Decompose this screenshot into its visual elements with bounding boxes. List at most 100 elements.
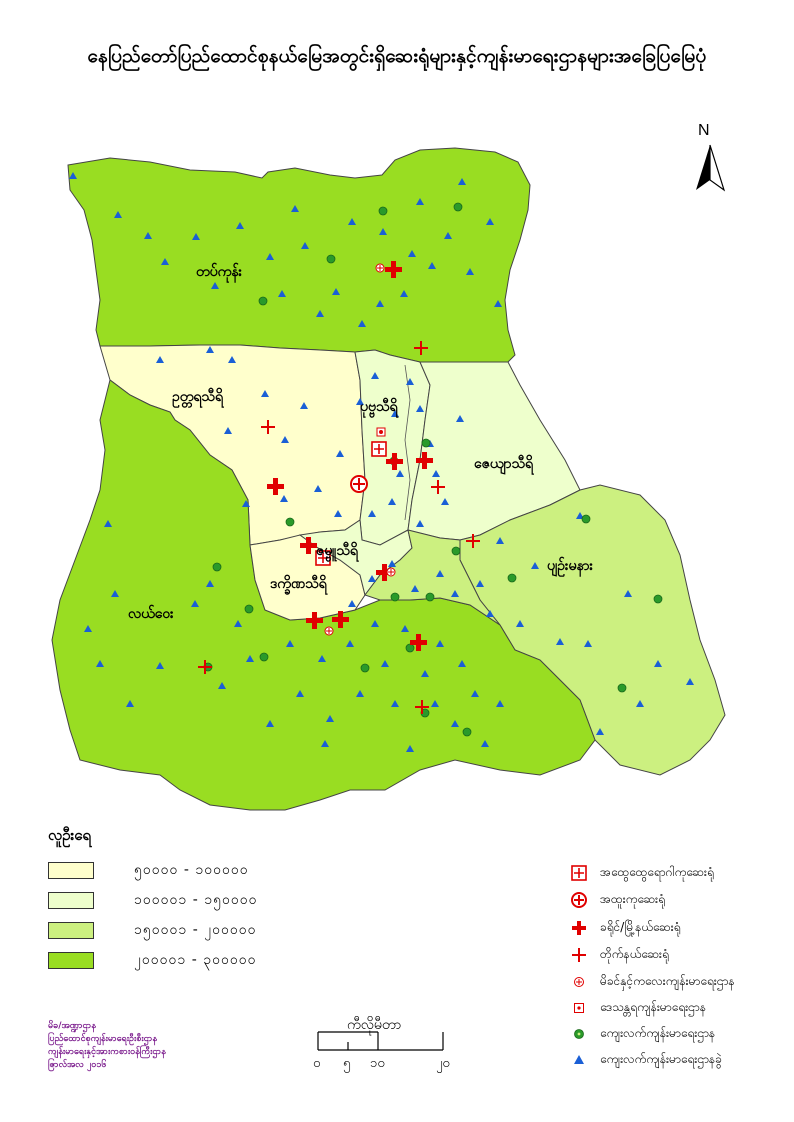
sub-center-marker xyxy=(486,218,494,225)
sub-center-marker xyxy=(296,690,304,697)
township-hospital-marker xyxy=(267,478,284,495)
rural-center-marker xyxy=(581,514,591,524)
sub-center-marker xyxy=(428,262,436,269)
legend-label: ၅၀၀၀၀ - ၁၀၀၀၀၀ xyxy=(134,861,249,878)
rural-center-marker xyxy=(259,652,269,662)
mch-marker xyxy=(324,626,334,636)
region-tatkon xyxy=(67,147,531,363)
sub-center-marker xyxy=(368,510,376,517)
township-hospital-marker xyxy=(300,537,317,554)
township-hospital-marker xyxy=(332,611,349,628)
credit-line: မိခ/အဏ္ဍာဌာန xyxy=(48,1021,96,1031)
sub-center-marker xyxy=(476,580,484,587)
sub-center-marker xyxy=(334,510,342,517)
symbol-label: ကျေးလက်ကျန်းမာရေးဌာန xyxy=(600,1026,716,1040)
sub-center-marker xyxy=(451,590,459,597)
scale-tick: ၀ xyxy=(313,1056,321,1071)
sub-center-marker xyxy=(436,570,444,577)
credit-line: ပြည်ထောင်စုကျန်းမာရေးဦးစီးဌာန xyxy=(48,1034,158,1044)
blue-triangle-icon xyxy=(568,1051,590,1069)
sub-center-marker xyxy=(318,655,326,662)
township-hospital-marker xyxy=(410,634,427,651)
station-hospital-marker xyxy=(414,341,428,355)
symbol-legend-item: ကျေးလက်ကျန်းမာရေးဌာန xyxy=(568,1024,715,1044)
sub-center-marker xyxy=(458,660,466,667)
sub-center-marker xyxy=(206,580,214,587)
boxed-cross-icon xyxy=(568,864,590,882)
sub-center-marker xyxy=(654,660,662,667)
sub-center-marker xyxy=(266,720,274,727)
sub-center-marker xyxy=(494,300,502,307)
sub-center-marker xyxy=(368,575,376,582)
legend-label: ၁၀၀၀၀၁ - ၁၅၀၀၀၀ xyxy=(134,891,258,908)
sub-center-marker xyxy=(471,690,479,697)
sub-center-marker xyxy=(556,638,564,645)
sub-center-marker xyxy=(531,562,539,569)
credit-block: မိခ/အဏ္ဍာဌာန ပြည်ထောင်စုကျန်းမာရေးဦးစီးဌ… xyxy=(48,1020,166,1072)
sub-center-marker xyxy=(228,356,236,363)
rural-center-marker xyxy=(285,517,295,527)
sub-center-marker xyxy=(281,436,289,443)
sub-center-marker xyxy=(636,700,644,707)
legend-swatch xyxy=(48,921,94,939)
sub-center-marker xyxy=(408,250,416,257)
sub-center-marker xyxy=(441,498,449,505)
sub-center-marker xyxy=(496,537,504,544)
bold-cross-icon xyxy=(568,919,590,937)
township-hospital-marker xyxy=(386,453,403,470)
thin-cross-icon xyxy=(568,946,590,964)
legend-item: ၅၀၀၀၀ - ၁၀၀၀၀၀ xyxy=(48,859,249,881)
specialist-hospital-marker xyxy=(350,475,368,493)
rural-center-marker xyxy=(405,643,415,653)
township-hospital-markers xyxy=(267,261,433,651)
station-hospital-marker xyxy=(466,534,480,548)
sub-center-marker xyxy=(458,178,466,185)
legend-label: ၂၀၀၀၀၁ - ၃၀၀၀၀၀ xyxy=(134,951,257,968)
township-hospital-marker xyxy=(385,261,402,278)
green-dot-circle-icon xyxy=(568,1025,590,1043)
sub-center-marker xyxy=(496,700,504,707)
rural-center-markers xyxy=(203,202,663,737)
map-title: နေပြည်တော်ပြည်ထောင်စုနယ်မြေအတွင်းရှိဆေးရ… xyxy=(87,45,707,67)
general-hospital-markers xyxy=(315,441,387,566)
sub-center-marker xyxy=(246,655,254,662)
symbol-label: တိုက်နယ်ဆေးရုံ xyxy=(600,947,669,961)
sub-center-marker xyxy=(431,700,439,707)
sub-center-marker xyxy=(376,300,384,307)
legend-swatch xyxy=(48,861,94,879)
sub-center-marker xyxy=(84,625,92,632)
station-hospital-marker xyxy=(198,660,212,674)
label-zabu: ဇမ္ဗူသီရိ xyxy=(316,543,358,559)
sub-center-marker xyxy=(391,410,399,417)
sub-center-marker xyxy=(96,660,104,667)
sub-center-marker xyxy=(371,372,379,379)
sub-center-marker xyxy=(356,690,364,697)
symbol-legend-item: အထူးကုဆေးရုံ xyxy=(568,890,665,910)
legend-item: ၂၀၀၀၀၁ - ၃၀၀၀၀၀ xyxy=(48,949,256,971)
rural-center-marker xyxy=(258,296,268,306)
sub-center-marker xyxy=(291,205,299,212)
small-boxed-dot-icon xyxy=(568,999,590,1017)
sub-center-markers xyxy=(69,172,694,752)
sub-center-marker xyxy=(280,495,288,502)
sub-center-marker xyxy=(406,378,414,385)
station-hospital-marker xyxy=(431,480,445,494)
sub-center-marker xyxy=(218,682,226,689)
symbol-label: အထူးကုဆေးရုံ xyxy=(600,892,665,906)
label-dekkhina: ဒက္ခိဏသီရိ xyxy=(270,576,327,592)
north-label: N xyxy=(698,122,710,139)
symbol-label: အထွေထွေရောဂါကုဆေးရုံ xyxy=(600,865,714,879)
sub-center-marker xyxy=(111,590,119,597)
sub-center-marker xyxy=(379,228,387,235)
sub-center-marker xyxy=(224,427,232,434)
sub-center-marker xyxy=(234,620,242,627)
sub-center-marker xyxy=(346,640,354,647)
sub-center-marker xyxy=(456,415,464,422)
sub-center-marker xyxy=(356,398,364,405)
station-hospital-marker xyxy=(415,700,429,714)
sub-center-marker xyxy=(332,288,340,295)
sub-center-marker xyxy=(432,470,440,477)
sub-center-marker xyxy=(516,620,524,627)
sub-center-marker xyxy=(211,282,219,289)
label-pobba: ပုဗ္ဗသီရိ xyxy=(360,399,398,415)
